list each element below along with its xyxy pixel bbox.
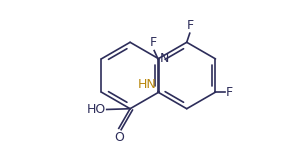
Text: HO: HO [87,103,106,116]
Text: N: N [160,52,169,65]
Text: F: F [150,36,157,49]
Text: F: F [226,86,233,99]
Text: O: O [114,131,124,144]
Text: F: F [187,19,194,32]
Text: HN: HN [138,78,157,91]
